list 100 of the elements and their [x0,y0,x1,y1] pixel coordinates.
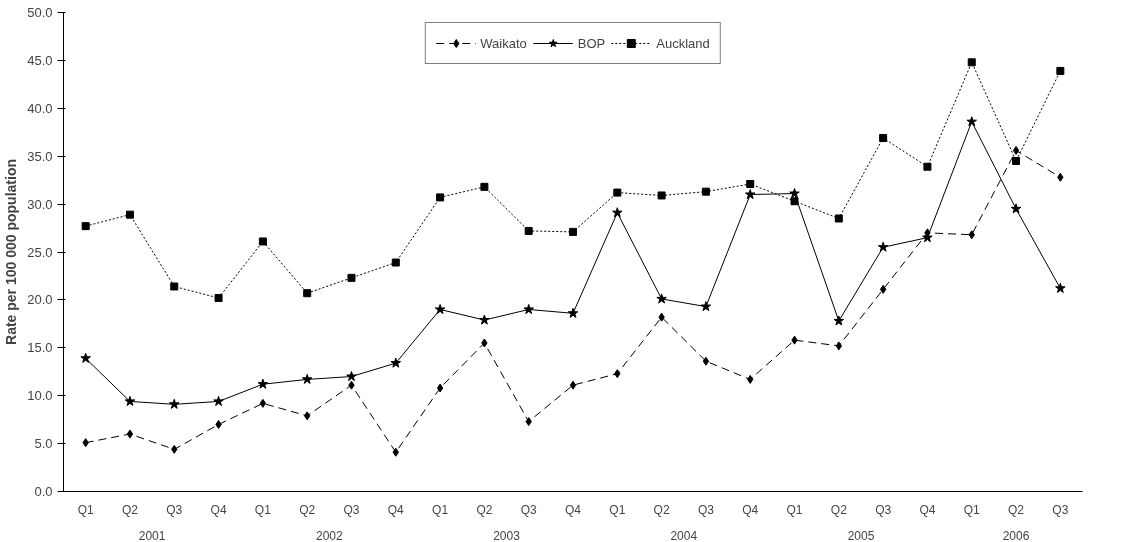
y-tick-label: 10.0 [27,388,53,404]
point [656,293,667,304]
point [701,187,710,196]
point [877,241,889,252]
point [569,380,577,390]
point [301,373,313,384]
x-tick-label: Q4 [210,502,227,517]
point [834,214,843,223]
y-tick-label: 45.0 [27,52,53,68]
point [169,398,180,409]
text: 2005 [847,528,875,542]
point [524,226,533,235]
point [170,282,179,291]
point [835,341,842,351]
point [258,237,267,246]
x-tick-label: Q3 [697,502,715,517]
point [480,182,489,191]
point [126,429,134,439]
point [124,395,136,406]
point [567,307,579,318]
point [347,273,356,282]
point [791,335,798,345]
y-tick-label: 30.0 [27,196,53,212]
x-tick-label: Q1 [254,502,272,517]
x-tick-label: Q2 [476,502,493,517]
y-axis-title: Rate per 100 000 population [3,159,20,345]
point [1012,145,1020,155]
legend-label: BOP [577,35,606,51]
y-tick-label: 15.0 [27,340,53,356]
point [612,207,623,218]
point [304,411,311,421]
point [346,371,357,382]
point [700,301,712,312]
point [303,289,312,298]
point [968,230,975,240]
point [1056,66,1065,75]
point [436,383,444,393]
point [80,352,91,363]
legend-label: Auckland [656,35,710,51]
point [215,419,222,429]
point [348,380,355,390]
text: 2003 [493,528,521,542]
x-tick-label: Q3 [520,502,538,517]
x-tick-label: Q2 [653,502,670,517]
point [879,284,887,294]
x-tick-label: Q1 [609,502,626,517]
x-tick-label: Q4 [387,502,405,517]
point [967,58,976,67]
y-tick-label: 25.0 [27,244,53,260]
point [391,258,400,267]
x-tick-label: Q2 [299,502,316,517]
y-tick-label: 35.0 [27,148,53,164]
y-tick-label: 50.0 [27,5,53,20]
point [747,374,754,384]
x-tick-label: Q3 [875,502,892,517]
point [214,293,223,302]
point [1012,156,1021,165]
point [257,378,269,389]
x-tick-label: Q1 [963,502,981,517]
text: 2001 [138,528,166,542]
point [923,162,932,171]
point [479,314,490,325]
point [569,227,577,236]
point [702,356,710,366]
text: 2002 [315,528,343,542]
legend-label: Waikato [480,35,527,51]
point [966,116,977,127]
point [81,222,90,231]
point [1057,172,1064,182]
point [879,134,888,142]
point [1010,203,1022,214]
point [1055,282,1066,293]
point [523,303,534,315]
point [614,369,621,379]
point [790,197,799,206]
point [833,315,845,326]
point [392,447,399,457]
y-tick-label: 40.0 [27,100,53,116]
y-tick-label: 0.0 [34,484,53,499]
point [525,417,532,427]
point [436,193,445,202]
x-tick-label: Q3 [343,502,360,517]
x-tick-label: Q4 [565,502,582,517]
x-tick-label: Q1 [77,502,94,517]
point [658,312,665,322]
x-tick-label: Q3 [1052,502,1069,517]
x-tick-label: Q2 [121,502,139,517]
point [213,395,224,406]
text: 2006 [1002,528,1030,542]
point [125,210,134,219]
point [82,438,89,448]
point [390,357,402,368]
y-tick-label: 20.0 [27,292,53,308]
x-tick-label: Q4 [742,502,759,517]
x-tick-label: Q2 [830,502,848,517]
point [171,444,178,454]
y-tick-label: 5.0 [34,436,53,452]
x-tick-label: Q3 [166,502,183,517]
x-tick-label: Q1 [786,502,803,517]
point [789,188,800,199]
